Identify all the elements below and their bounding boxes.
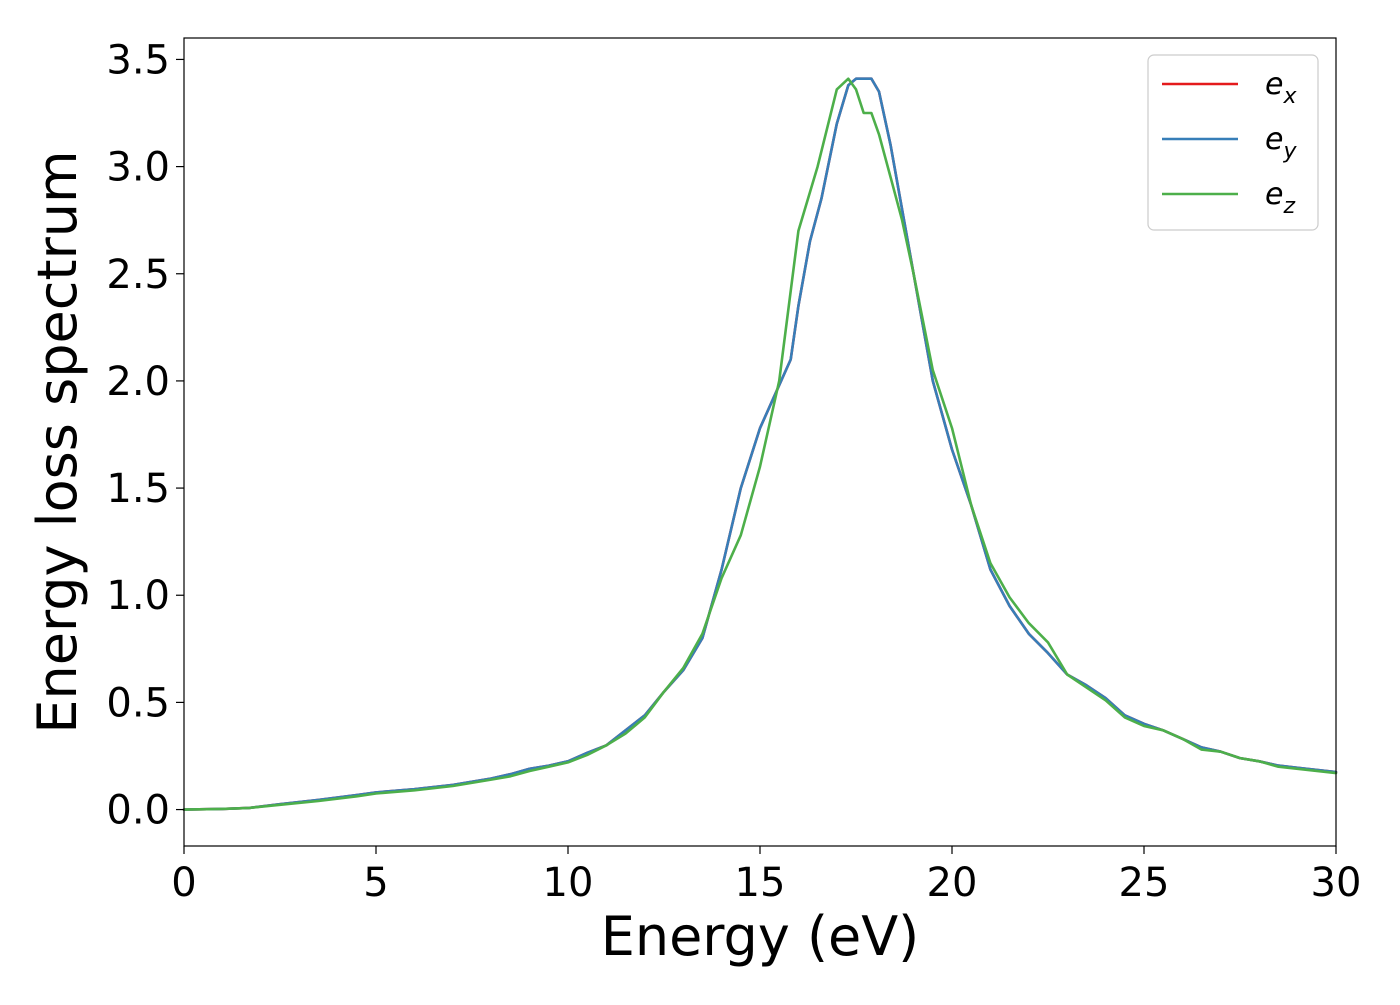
y-tick-label: 3.5 bbox=[106, 37, 170, 83]
x-tick-label: 25 bbox=[1119, 860, 1170, 906]
y-tick-label: 3.0 bbox=[106, 145, 170, 191]
series-line-z bbox=[182, 77, 1338, 811]
x-tick-label: 0 bbox=[171, 860, 196, 906]
y-axis: 0.0 0.5 1.0 1.5 2.0 2.5 3.0 3.5 bbox=[106, 37, 184, 834]
series-layer bbox=[182, 77, 1338, 811]
legend-label-z: ez bbox=[1265, 177, 1295, 219]
x-tick-label: 15 bbox=[735, 860, 786, 906]
x-tick-label: 30 bbox=[1311, 860, 1362, 906]
x-axis-title: Energy (eV) bbox=[601, 905, 920, 968]
y-tick-label: 1.5 bbox=[106, 466, 170, 512]
series-line-y bbox=[182, 77, 1338, 811]
x-tick-label: 5 bbox=[363, 860, 388, 906]
legend-box bbox=[1147, 54, 1319, 231]
y-tick-label: 0.0 bbox=[106, 788, 170, 834]
legend-label-y: ey bbox=[1265, 122, 1297, 164]
y-tick-label: 2.5 bbox=[106, 252, 170, 298]
x-tick-label: 10 bbox=[543, 860, 594, 906]
x-tick-label: 20 bbox=[927, 860, 978, 906]
y-tick-label: 1.0 bbox=[106, 573, 170, 619]
legend: ex ey ez bbox=[1147, 54, 1319, 231]
x-axis: 0 5 10 15 20 25 30 bbox=[171, 846, 1361, 906]
plot-background bbox=[184, 38, 1336, 846]
y-tick-label: 2.0 bbox=[106, 359, 170, 405]
legend-label-x: ex bbox=[1265, 67, 1297, 109]
y-tick-label: 0.5 bbox=[106, 680, 170, 726]
y-axis-title: Energy loss spectrum bbox=[26, 150, 89, 733]
